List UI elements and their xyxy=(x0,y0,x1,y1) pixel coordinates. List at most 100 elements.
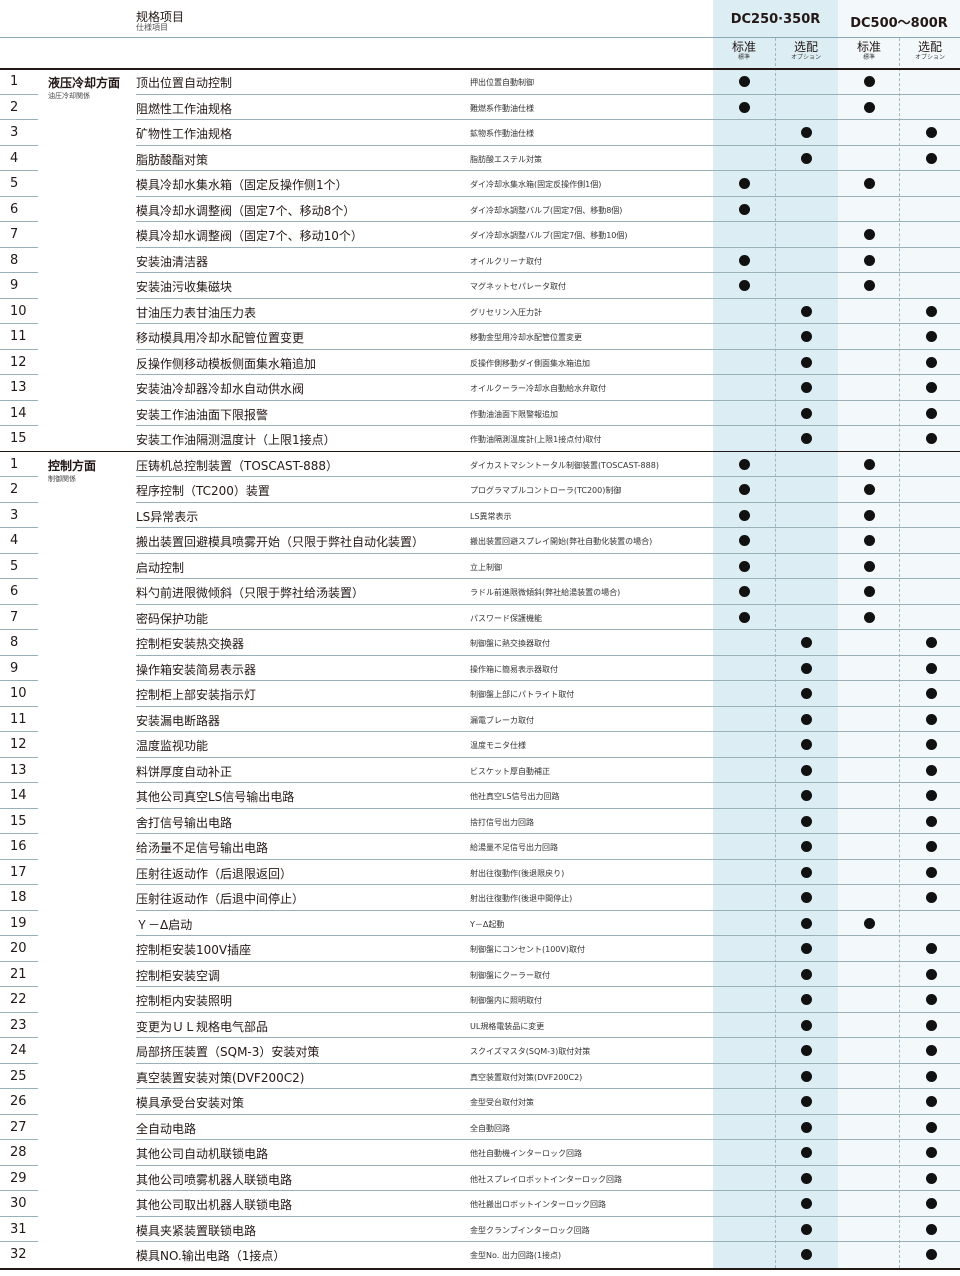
model-b-option-mark xyxy=(925,815,937,827)
option-label-jp: オプション xyxy=(790,54,821,61)
header-title-zh: 规格项目 xyxy=(136,10,185,24)
model-b-option-mark xyxy=(925,662,937,674)
row-divider xyxy=(0,680,38,681)
model-a-option-mark xyxy=(800,662,812,674)
model-a-option-mark xyxy=(800,637,812,648)
model-a-option-mark xyxy=(800,382,812,393)
model-b-standard-header: 标准 標準 xyxy=(838,41,900,62)
spec-item: 安装漏电断路器 xyxy=(136,713,221,728)
spec-item-jp: 全自動回路 xyxy=(470,1123,510,1133)
row-number: 31 xyxy=(10,1221,27,1237)
table-bottom-border xyxy=(0,1268,960,1270)
row-divider xyxy=(0,297,38,299)
table-header: 规格项目 仕様項目 DC250·350R DC500～800R xyxy=(0,0,960,38)
model-b-standard-mark xyxy=(863,509,875,521)
row-divider xyxy=(136,272,960,273)
model-a-option-mark xyxy=(800,841,812,852)
spec-item-jp: 鉱物系作動油仕様 xyxy=(470,129,534,138)
model-a-option-mark xyxy=(800,688,812,699)
table-row: 3 LS异常表示 LS異常表示 xyxy=(0,503,960,528)
spec-item-jp: 難燃系作動油仕様 xyxy=(470,103,534,113)
model-a-standard-mark xyxy=(738,280,750,291)
row-number: 13 xyxy=(10,762,27,778)
row-number: 3 xyxy=(10,125,19,140)
model-b-standard-mark xyxy=(863,535,875,546)
table-row: 22 控制柜内安装照明 制御盤内に照明取付 xyxy=(0,987,960,1013)
spec-item-jp: ダイ冷却水調整バルブ(固定7個、移動8個) xyxy=(470,205,623,215)
row-number: 11 xyxy=(10,329,27,344)
spec-item: 模具冷却水调整阀（固定7个、移动8个） xyxy=(136,203,356,218)
spec-item-jp: ビスケット厚自動補正 xyxy=(470,766,550,776)
model-b-option-mark xyxy=(925,1223,937,1235)
table-row: 13 料饼厚度自动补正 ビスケット厚自動補正 xyxy=(0,758,960,783)
model-a-option-mark xyxy=(800,331,812,342)
model-a-option-mark xyxy=(800,1198,812,1209)
spec-item: 安装油冷却器冷却水自动供水阀 xyxy=(136,382,305,396)
spec-item: 控制柜内安装照明 xyxy=(136,994,233,1008)
model-b-option-mark xyxy=(925,968,937,980)
standard-label-jp: 標準 xyxy=(737,54,750,61)
table-row: 12 温度监视功能 温度モニタ仕様 xyxy=(0,732,960,758)
row-divider xyxy=(0,246,38,248)
row-divider xyxy=(136,1139,960,1140)
spec-item: 料勺前进限微倾斜（只限于弊社给汤装置） xyxy=(136,586,365,600)
spec-item: Ｙ－Δ启动 xyxy=(136,917,193,932)
model-b-option-mark xyxy=(925,1147,937,1158)
model-b-standard-mark xyxy=(863,458,875,470)
spec-item: 安装工作油隔测温度计（上限1接点） xyxy=(136,433,336,447)
category-name: 液压冷却方面 xyxy=(48,76,121,90)
row-number: 15 xyxy=(10,813,27,829)
row-divider xyxy=(0,1113,38,1115)
spec-item-jp: 他社真空LS信号出力回路 xyxy=(470,792,560,801)
model-b-option-mark xyxy=(925,790,937,801)
spec-item-jp: 温度モニタ仕様 xyxy=(470,741,526,750)
model-a-standard-mark xyxy=(738,254,750,266)
model-b-header: DC500～800R xyxy=(850,16,948,31)
model-b-option-mark xyxy=(925,1096,937,1107)
table-row: 10 甘油压力表甘油压力表 グリセリン入圧力計 xyxy=(0,299,960,324)
spec-item: 脂肪酸酯对策 xyxy=(136,152,209,167)
row-divider xyxy=(136,195,960,197)
row-divider xyxy=(136,603,960,605)
spec-item-jp: 制御盤にクーラー取付 xyxy=(470,970,550,980)
row-divider xyxy=(0,1037,38,1038)
model-a-standard-mark xyxy=(738,509,750,521)
model-b-standard-mark xyxy=(863,178,875,189)
table-row: 32 模具NO.输出电路（1接点） 金型No. 出力回路(1接点) xyxy=(0,1242,960,1268)
row-divider xyxy=(136,93,960,95)
row-number: 19 xyxy=(10,915,27,931)
spec-item: 变更为ＵＬ规格电气部品 xyxy=(136,1019,269,1034)
row-number: 29 xyxy=(10,1170,27,1186)
spec-item: 控制柜安装空调 xyxy=(136,968,221,983)
table-row: 12 反操作侧移动模板侧面集水箱追加 反操作側移動ダイ側面集水箱追加 xyxy=(0,350,960,375)
model-a-option-mark xyxy=(800,764,812,776)
row-number: 13 xyxy=(10,380,27,395)
table-row: 1 压铸机总控制装置（TOSCAST-888） ダイカストマシントータル制御装置(T… xyxy=(0,452,960,477)
model-a-option-mark xyxy=(800,127,812,138)
row-divider xyxy=(136,654,960,656)
model-a-option-mark xyxy=(800,713,812,725)
row-divider xyxy=(0,374,38,375)
spec-item: 甘油压力表甘油压力表 xyxy=(136,305,257,320)
model-b-option-mark xyxy=(925,764,937,776)
row-number: 4 xyxy=(10,533,19,548)
row-number: 23 xyxy=(10,1017,27,1033)
model-b-option-mark xyxy=(925,127,937,138)
row-number: 2 xyxy=(10,482,19,497)
row-divider xyxy=(0,221,38,222)
spec-item-jp: 立上制御 xyxy=(470,562,502,572)
model-a-standard-mark xyxy=(738,586,750,597)
model-b-option-mark xyxy=(925,382,937,393)
table-row: 28 其他公司自动机联锁电路 他社自動機インターロック回路 xyxy=(0,1140,960,1166)
table-row: 9 操作箱安装简易表示器 操作箱に簡易表示器取付 xyxy=(0,656,960,681)
model-a-option-mark xyxy=(800,1096,812,1107)
row-divider xyxy=(136,476,960,477)
spec-item-jp: 押出位置自動制御 xyxy=(470,78,534,87)
category-name-jp: 制御関係 xyxy=(48,474,76,483)
standard-label-jp: 標準 xyxy=(862,54,875,61)
spec-item: 模具NO.输出电路（1接点） xyxy=(136,1249,286,1263)
table-row: 29 其他公司喷雾机器人联锁电路 他社スプレイロボットインターロック回路 xyxy=(0,1166,960,1191)
spec-item: 安装工作油油面下限报警 xyxy=(136,407,269,422)
spec-item-jp: ラドル前進限微傾斜(弊社給湯装置の場合) xyxy=(470,588,621,597)
spec-item: 料饼厚度自动补正 xyxy=(136,764,233,779)
